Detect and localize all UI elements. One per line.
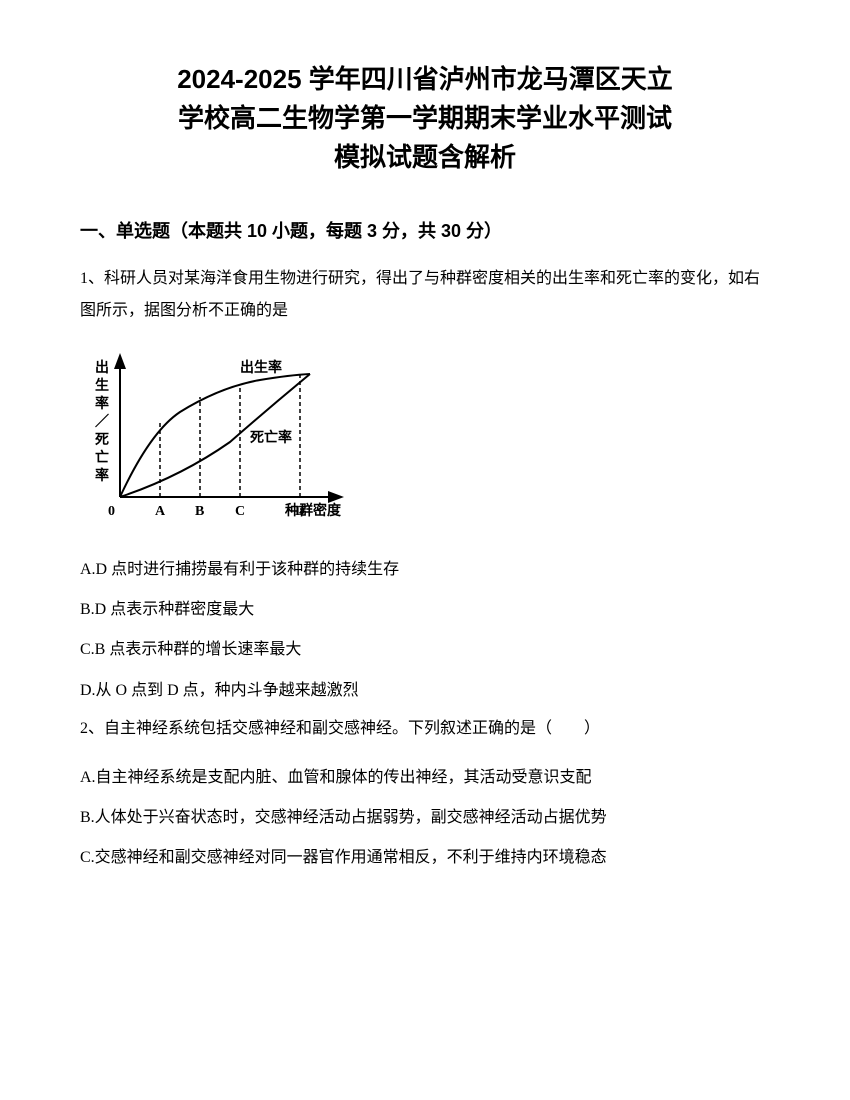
svg-text:死亡率: 死亡率 (249, 429, 292, 445)
question-2-text: 2、自主神经系统包括交感神经和副交感神经。下列叙述正确的是（ ） (80, 713, 770, 745)
section-1-header: 一、单选题（本题共 10 小题，每题 3 分，共 30 分） (80, 217, 770, 243)
svg-text:0: 0 (108, 504, 115, 519)
title-line-2: 学校高二生物学第一学期期末学业水平测试 (80, 99, 770, 138)
question-1-text: 1、科研人员对某海洋食用生物进行研究，得出了与种群密度相关的出生率和死亡率的变化… (80, 263, 770, 327)
question-1-option-a: A.D 点时进行捕捞最有利于该种群的持续生存 (80, 552, 770, 587)
svg-text:出生率: 出生率 (240, 359, 282, 375)
svg-text:／: ／ (95, 413, 109, 429)
question-2-option-a: A.自主神经系统是支配内脏、血管和腺体的传出神经，其活动受意识支配 (80, 760, 770, 795)
question-2-option-b: B.人体处于兴奋状态时，交感神经活动占据弱势，副交感神经活动占据优势 (80, 800, 770, 835)
birth-death-rate-chart: 出生率／死亡率0种群密度ABCD出生率死亡率 (80, 342, 360, 532)
svg-text:种群密度: 种群密度 (284, 502, 342, 518)
svg-text:D: D (295, 504, 305, 519)
chart-container: 出生率／死亡率0种群密度ABCD出生率死亡率 (80, 342, 770, 532)
svg-text:出: 出 (95, 359, 109, 375)
question-1-option-d: D.从 O 点到 D 点，种内斗争越来越激烈 (80, 673, 770, 708)
svg-text:C: C (235, 504, 245, 519)
question-1-option-c: C.B 点表示种群的增长速率最大 (80, 632, 770, 667)
svg-text:死: 死 (94, 431, 109, 447)
question-1-option-b: B.D 点表示种群密度最大 (80, 592, 770, 627)
svg-text:率: 率 (95, 467, 109, 483)
question-2-option-c: C.交感神经和副交感神经对同一器官作用通常相反，不利于维持内环境稳态 (80, 840, 770, 875)
svg-text:率: 率 (95, 395, 109, 411)
svg-text:A: A (155, 504, 166, 519)
title-line-3: 模拟试题含解析 (80, 138, 770, 177)
svg-text:亡: 亡 (95, 449, 109, 465)
title-line-1: 2024-2025 学年四川省泸州市龙马潭区天立 (80, 60, 770, 99)
svg-text:生: 生 (95, 377, 109, 393)
document-title: 2024-2025 学年四川省泸州市龙马潭区天立 学校高二生物学第一学期期末学业… (80, 60, 770, 177)
svg-text:B: B (195, 504, 204, 519)
